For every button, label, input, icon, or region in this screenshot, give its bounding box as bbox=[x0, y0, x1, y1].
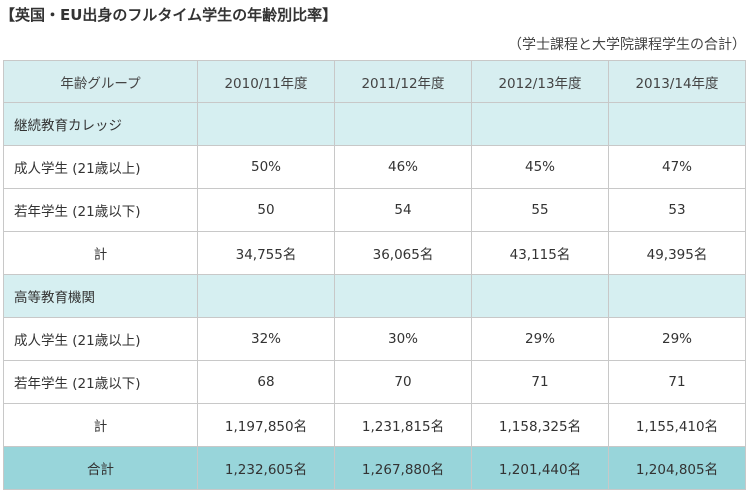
table-cell: 70 bbox=[334, 360, 472, 404]
table-cell: 1,197,850名 bbox=[197, 403, 335, 447]
table-cell: 1,231,815名 bbox=[334, 403, 472, 447]
age-ratio-table: 年齢グループ 2010/11年度 2011/12年度 2012/13年度 201… bbox=[3, 60, 746, 490]
table-cell: 1,232,605名 bbox=[197, 446, 335, 490]
header-year: 2010/11年度 bbox=[197, 60, 335, 103]
empty-cell bbox=[197, 274, 335, 318]
empty-cell bbox=[471, 274, 609, 318]
table-cell: 1,155,410名 bbox=[608, 403, 746, 447]
table-header-row: 年齢グループ 2010/11年度 2011/12年度 2012/13年度 201… bbox=[3, 60, 746, 103]
header-year: 2012/13年度 bbox=[471, 60, 609, 103]
table-cell: 1,267,880名 bbox=[334, 446, 472, 490]
table-cell: 50% bbox=[197, 145, 335, 189]
table-cell: 30% bbox=[334, 317, 472, 361]
table-cell: 54 bbox=[334, 188, 472, 232]
table-cell: 36,065名 bbox=[334, 231, 472, 275]
table-cell: 46% bbox=[334, 145, 472, 189]
table-cell: 49,395名 bbox=[608, 231, 746, 275]
table-row: 若年学生 (21歳以下) 68 70 71 71 bbox=[3, 360, 746, 404]
table-cell: 47% bbox=[608, 145, 746, 189]
section-row-higher-education: 高等教育機関 bbox=[3, 274, 746, 318]
table-cell: 68 bbox=[197, 360, 335, 404]
table-row: 若年学生 (21歳以下) 50 54 55 53 bbox=[3, 188, 746, 232]
table-cell: 45% bbox=[471, 145, 609, 189]
table-cell: 1,158,325名 bbox=[471, 403, 609, 447]
table-cell: 29% bbox=[471, 317, 609, 361]
section-label: 高等教育機関 bbox=[3, 274, 198, 318]
header-age-group: 年齢グループ bbox=[3, 60, 198, 103]
row-label: 成人学生 (21歳以上) bbox=[3, 145, 198, 189]
page-title: 【英国・EU出身のフルタイム学生の年齢別比率】 bbox=[0, 6, 338, 24]
table-cell: 34,755名 bbox=[197, 231, 335, 275]
section-row-further-education: 継続教育カレッジ bbox=[3, 102, 746, 146]
table-cell: 50 bbox=[197, 188, 335, 232]
table-row: 成人学生 (21歳以上) 50% 46% 45% 47% bbox=[3, 145, 746, 189]
table-subtitle: （学士課程と大学院課程学生の合計） bbox=[508, 37, 746, 53]
table-row-subtotal: 計 1,197,850名 1,231,815名 1,158,325名 1,155… bbox=[3, 403, 746, 447]
row-label: 成人学生 (21歳以上) bbox=[3, 317, 198, 361]
table-cell: 32% bbox=[197, 317, 335, 361]
empty-cell bbox=[197, 102, 335, 146]
empty-cell bbox=[608, 102, 746, 146]
table-cell: 71 bbox=[608, 360, 746, 404]
row-label: 計 bbox=[3, 403, 198, 447]
row-label: 合計 bbox=[3, 446, 198, 490]
table-cell: 55 bbox=[471, 188, 609, 232]
empty-cell bbox=[334, 274, 472, 318]
row-label: 計 bbox=[3, 231, 198, 275]
table-cell: 1,204,805名 bbox=[608, 446, 746, 490]
table-row: 成人学生 (21歳以上) 32% 30% 29% 29% bbox=[3, 317, 746, 361]
empty-cell bbox=[334, 102, 472, 146]
table-cell: 71 bbox=[471, 360, 609, 404]
table-cell: 1,201,440名 bbox=[471, 446, 609, 490]
table-cell: 53 bbox=[608, 188, 746, 232]
table-row-grand-total: 合計 1,232,605名 1,267,880名 1,201,440名 1,20… bbox=[3, 446, 746, 490]
header-year: 2011/12年度 bbox=[334, 60, 472, 103]
table-cell: 43,115名 bbox=[471, 231, 609, 275]
empty-cell bbox=[608, 274, 746, 318]
row-label: 若年学生 (21歳以下) bbox=[3, 360, 198, 404]
table-cell: 29% bbox=[608, 317, 746, 361]
header-year: 2013/14年度 bbox=[608, 60, 746, 103]
row-label: 若年学生 (21歳以下) bbox=[3, 188, 198, 232]
table-row-subtotal: 計 34,755名 36,065名 43,115名 49,395名 bbox=[3, 231, 746, 275]
section-label: 継続教育カレッジ bbox=[3, 102, 198, 146]
empty-cell bbox=[471, 102, 609, 146]
